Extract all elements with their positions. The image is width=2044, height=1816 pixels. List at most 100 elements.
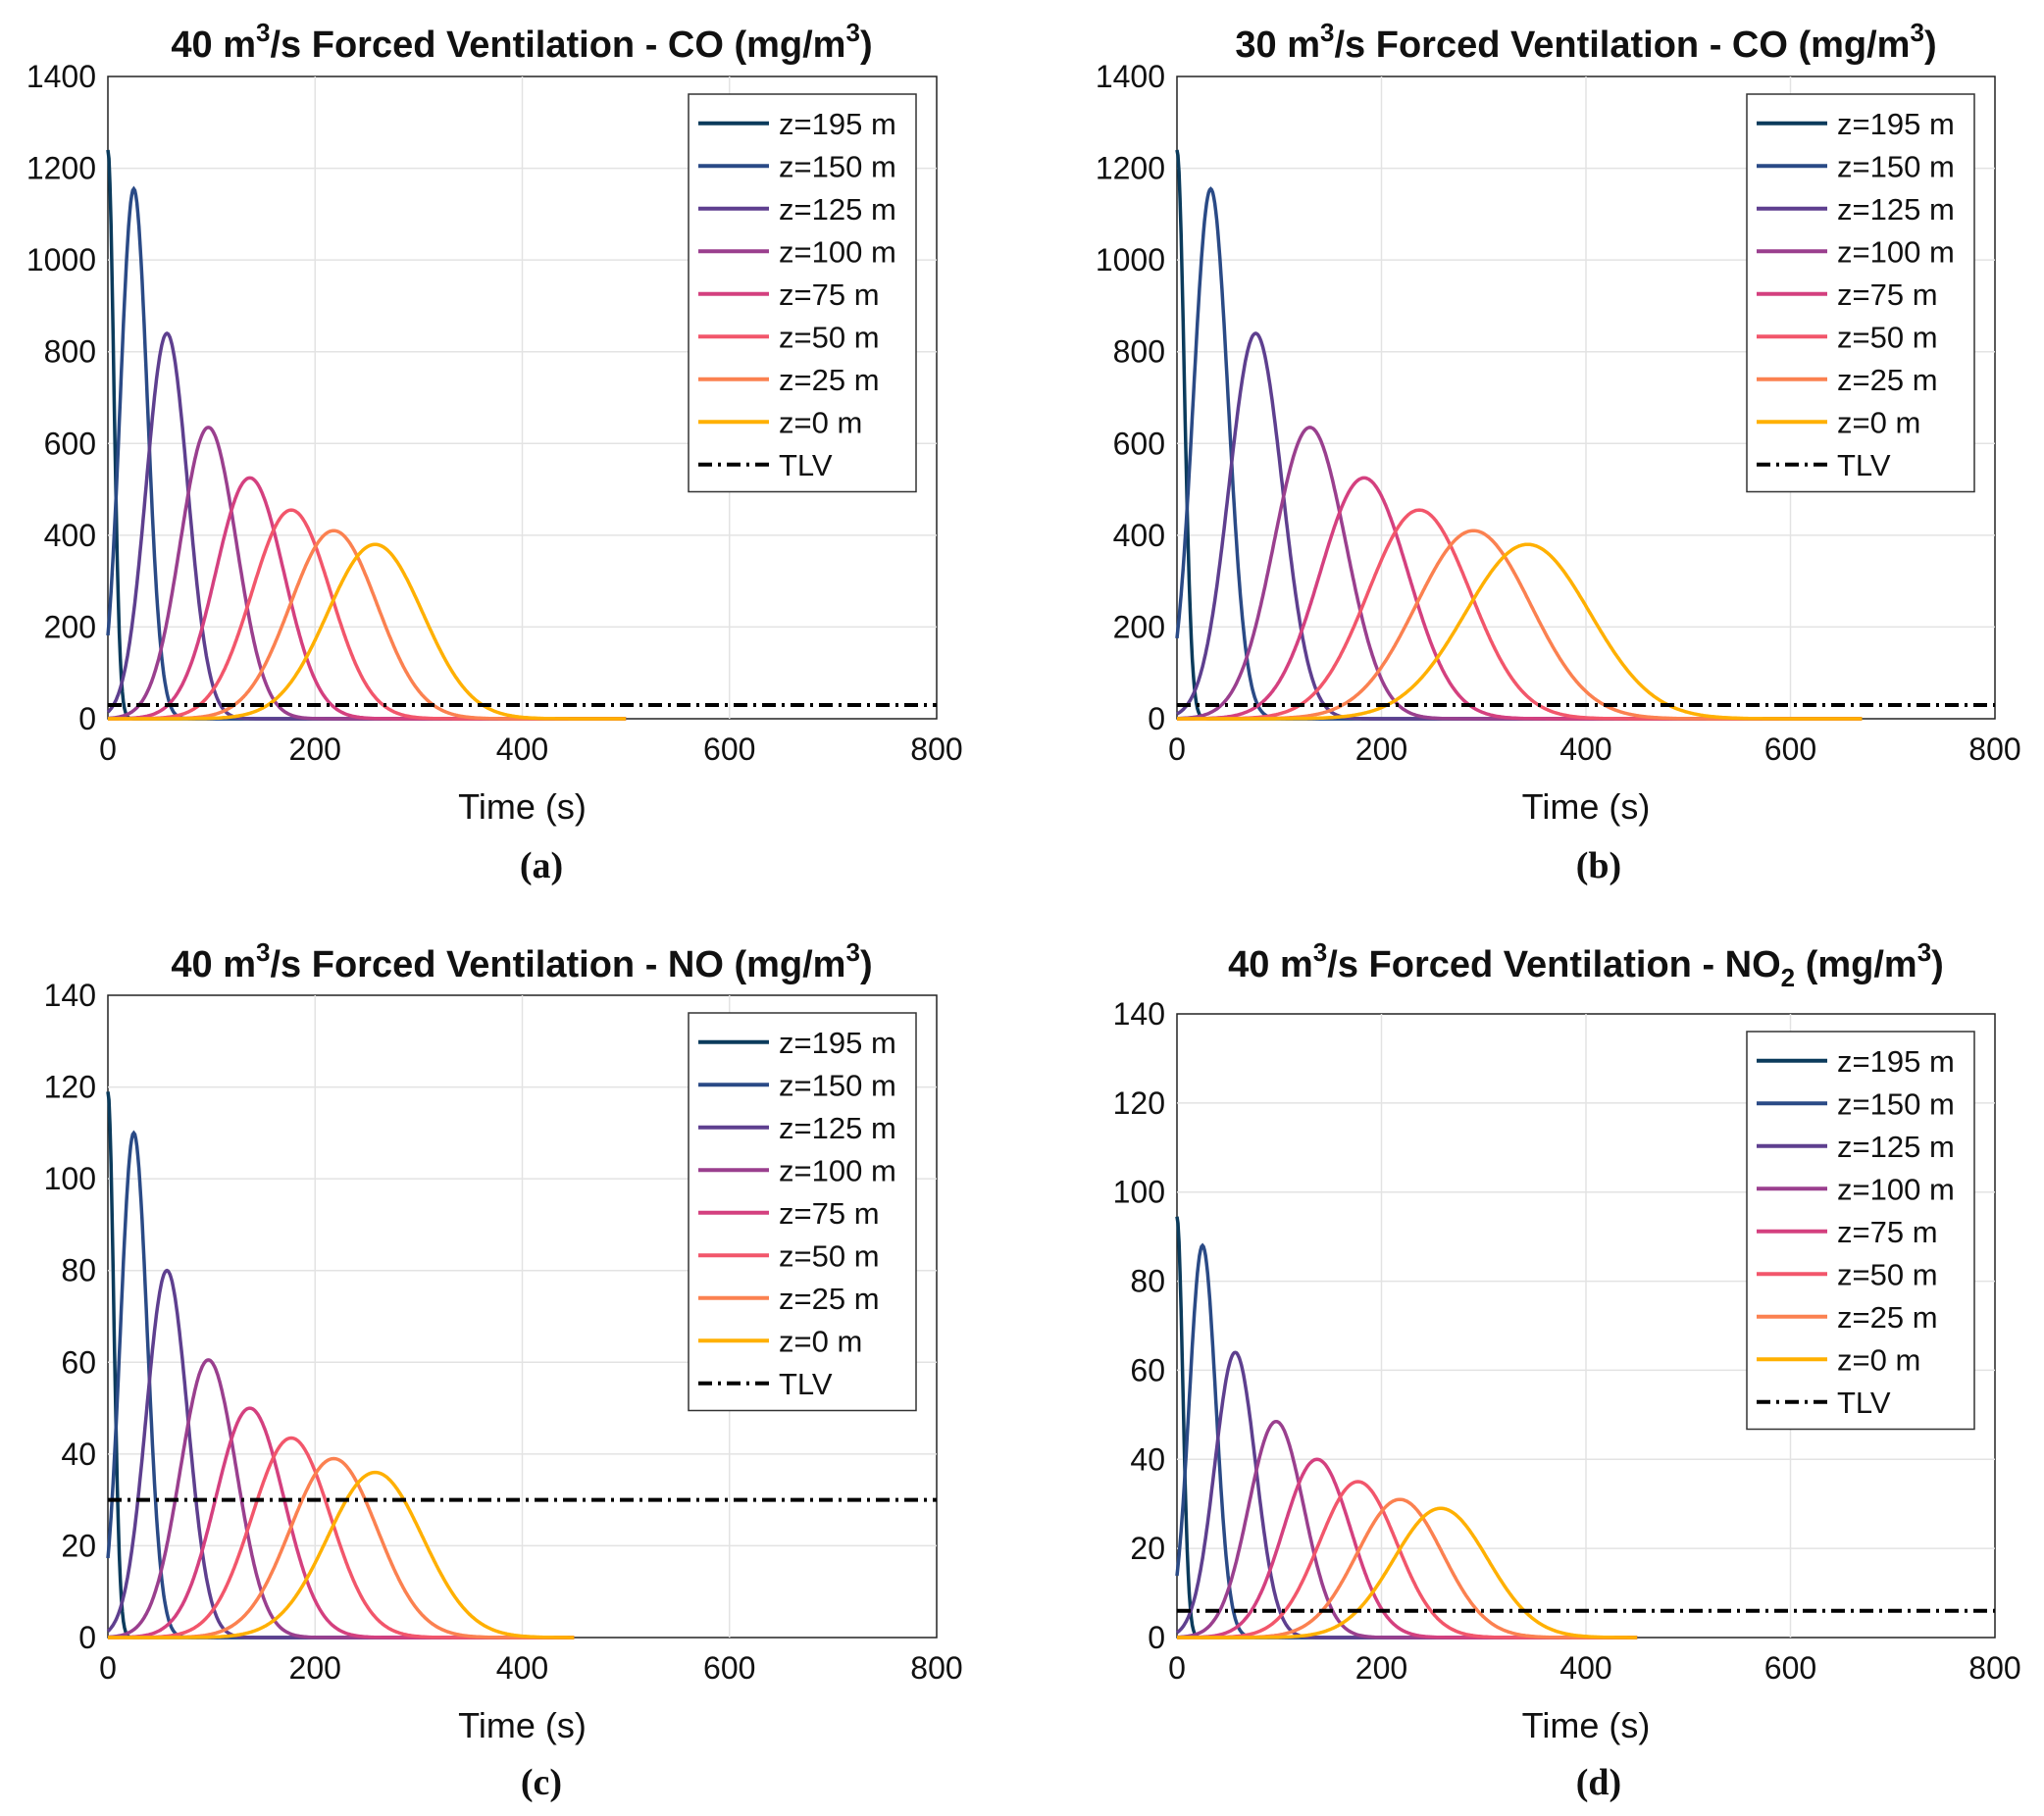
chart-panel-c: 0 200 400 600 800 0 20 40 60 80 100 120 140 Time (s) 4… — [44, 937, 963, 1803]
title-text: /s Forced Ventilation - NO (mg/m — [271, 944, 846, 985]
legend-entry: z=125 m — [779, 1111, 896, 1145]
y-tick-label: 0 — [78, 1620, 96, 1655]
y-tick-label: 1200 — [1096, 151, 1165, 186]
x-tick-label: 400 — [1559, 731, 1611, 767]
y-tick-label: 200 — [44, 609, 96, 644]
legend-entry: z=150 m — [1837, 149, 1955, 183]
y-tick-label: 200 — [1113, 609, 1165, 644]
legend-entry: TLV — [779, 1367, 833, 1401]
series-lines — [1175, 1216, 1995, 1639]
title-text: (mg/m — [1795, 944, 1917, 985]
x-tick-label: 200 — [289, 731, 341, 767]
y-tick-label: 600 — [44, 426, 96, 461]
x-tick-label: 200 — [1355, 731, 1407, 767]
x-tick-label: 800 — [910, 731, 962, 767]
legend-entry: z=25 m — [1837, 363, 1938, 397]
legend-entry: z=150 m — [1837, 1086, 1955, 1121]
y-tick-label: 60 — [1130, 1352, 1165, 1387]
title-superscript: 3 — [256, 937, 270, 967]
x-tick-label: 600 — [703, 1650, 755, 1686]
series-line-z-0-m — [1177, 542, 1863, 721]
title-superscript: 3 — [845, 937, 859, 967]
x-tick-label: 800 — [1968, 1650, 2020, 1686]
title-superscript: 3 — [1917, 937, 1931, 967]
y-tick-label: 40 — [61, 1437, 96, 1472]
y-tick-label: 100 — [1113, 1175, 1165, 1210]
y-tick-label: 1400 — [26, 59, 96, 94]
legend-entry: TLV — [1837, 448, 1891, 482]
chart-title: 30 m3/s Forced Ventilation - CO (mg/m3) — [1235, 18, 1936, 66]
x-tick-label: 600 — [1764, 1650, 1816, 1686]
y-tick-label: 20 — [61, 1528, 96, 1563]
y-tick-label: 800 — [1113, 334, 1165, 370]
legend-entry: z=195 m — [1837, 1044, 1955, 1079]
y-tick-label: 20 — [1130, 1531, 1165, 1566]
y-tick-label: 0 — [1148, 701, 1165, 736]
y-tick-label: 1400 — [1096, 59, 1165, 94]
series-lines — [106, 149, 937, 721]
x-tick-label: 800 — [1968, 731, 2020, 767]
y-tick-label: 120 — [1113, 1085, 1165, 1121]
legend-entry: z=25 m — [1837, 1300, 1938, 1335]
y-tick-label: 400 — [1113, 518, 1165, 553]
x-tick-label: 200 — [289, 1650, 341, 1686]
x-axis-label: Time (s) — [1522, 1705, 1651, 1745]
x-tick-label: 0 — [99, 731, 117, 767]
legend-entry: z=0 m — [779, 405, 862, 439]
title-superscript: 3 — [1910, 18, 1923, 47]
legend-entry: z=50 m — [779, 1238, 880, 1273]
title-text: /s Forced Ventilation - NO — [1327, 944, 1780, 985]
legend-entry: z=0 m — [1837, 405, 1920, 439]
y-tick-label: 60 — [61, 1344, 96, 1380]
legend-entry: z=75 m — [779, 1196, 880, 1231]
series-line-z-0-m — [1177, 1506, 1638, 1639]
legend-entry: z=0 m — [779, 1324, 862, 1358]
title-text: ) — [860, 944, 873, 985]
x-tick-label: 200 — [1355, 1650, 1407, 1686]
chart-title: 40 m3/s Forced Ventilation - NO (mg/m3) — [171, 937, 872, 985]
y-tick-label: 100 — [44, 1161, 96, 1196]
legend-entry: z=25 m — [779, 1282, 880, 1316]
y-tick-label: 800 — [44, 334, 96, 370]
legend-entry: z=195 m — [779, 1026, 896, 1060]
title-subscript: 2 — [1781, 963, 1795, 992]
x-tick-label: 400 — [496, 731, 548, 767]
y-tick-label: 120 — [44, 1070, 96, 1105]
x-tick-label: 800 — [910, 1650, 962, 1686]
title-text: ) — [1931, 944, 1944, 985]
legend-entry: z=50 m — [1837, 1257, 1938, 1291]
x-tick-label: 600 — [1764, 731, 1816, 767]
legend-entry: z=100 m — [779, 1153, 896, 1187]
title-text: ) — [860, 25, 873, 66]
series-lines — [1175, 149, 1995, 721]
y-tick-label: 1000 — [26, 242, 96, 277]
legend-entry: z=195 m — [1837, 107, 1955, 141]
y-tick-label: 1000 — [1096, 242, 1165, 277]
title-text: ) — [1924, 25, 1937, 66]
y-tick-label: 80 — [61, 1253, 96, 1288]
legend-entry: z=75 m — [1837, 1215, 1938, 1249]
panel-caption: (c) — [521, 1762, 562, 1803]
chart-title: 40 m3/s Forced Ventilation - CO (mg/m3) — [171, 18, 872, 66]
legend-entry: z=25 m — [779, 363, 880, 397]
panel-caption: (d) — [1576, 1762, 1621, 1803]
legend-entry: z=125 m — [1837, 192, 1955, 227]
title-superscript: 3 — [845, 18, 859, 47]
title-superscript: 3 — [1320, 18, 1334, 47]
legend: z=195 m z=150 m z=125 m z=100 m z=75 m z=50 m… — [1746, 93, 1975, 493]
legend-entry: z=75 m — [1837, 277, 1938, 312]
legend-entry: z=100 m — [1837, 1172, 1955, 1206]
panel-caption: (a) — [520, 845, 563, 886]
legend: z=195 m z=150 m z=125 m z=100 m z=75 m z=50 m… — [1746, 1031, 1975, 1431]
y-tick-label: 140 — [44, 978, 96, 1013]
x-tick-label: 0 — [99, 1650, 117, 1686]
legend-entry: z=75 m — [779, 277, 880, 312]
title-text: 30 m — [1235, 25, 1320, 66]
chart-panel-d: 0 200 400 600 800 0 20 40 60 80 100 120 140 Time (s) 4… — [1113, 937, 2021, 1803]
legend-entry: z=125 m — [779, 192, 896, 227]
y-tick-label: 140 — [1113, 996, 1165, 1032]
title-text: 40 m — [1228, 944, 1313, 985]
chart-panel-a: 0 200 400 600 800 0 200 400 600 800 1000 1200 1400 Ti… — [26, 18, 963, 886]
legend-entry: z=125 m — [1837, 1130, 1955, 1164]
legend-entry: z=150 m — [779, 1068, 896, 1102]
